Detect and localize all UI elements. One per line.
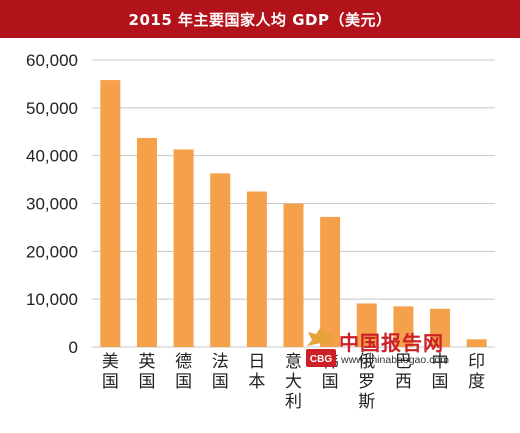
chart-area: 0 10,000 20,000 30,000 40,000 50,000 60,000 美国… [0, 38, 520, 433]
bar [356, 303, 377, 347]
bar [466, 339, 487, 347]
y-tick-label: 10,000 [26, 290, 78, 309]
chinabaogao-logo-icon: CBG [306, 327, 336, 367]
bar [320, 216, 341, 347]
watermark-url-text: www.chinabaogao.com [341, 354, 449, 366]
bar [210, 173, 231, 347]
watermark: CBG 中国报告网 www.chinabaogao.com [305, 325, 475, 375]
chart-title: 2015 年主要国家人均 GDP（美元） [0, 0, 520, 38]
y-tick-label: 0 [69, 338, 78, 357]
y-tick-label: 30,000 [26, 195, 78, 214]
x-tick-label: 印度 [468, 352, 485, 392]
bar-chart: 0 10,000 20,000 30,000 40,000 50,000 60,000 美国… [26, 51, 495, 412]
x-tick-label: 日本 [248, 352, 265, 392]
x-axis-ticks: 美国英国德国法国日本意大利韩国俄罗斯巴西中国印度 [102, 352, 485, 412]
y-tick-label: 50,000 [26, 99, 78, 118]
bar [136, 137, 157, 347]
y-axis-ticks: 0 10,000 20,000 30,000 40,000 50,000 60,000 [26, 51, 78, 357]
x-tick-label: 英国 [138, 352, 155, 392]
bar [246, 191, 267, 347]
bar [100, 80, 121, 347]
x-tick-label: 中国 [432, 352, 449, 392]
bar [393, 306, 414, 347]
x-tick-label: 俄罗斯 [358, 352, 375, 412]
x-tick-label: 法国 [212, 352, 229, 392]
y-tick-label: 40,000 [26, 147, 78, 166]
bar [283, 203, 304, 347]
logo-text: CBG [310, 354, 332, 365]
y-tick-label: 20,000 [26, 242, 78, 261]
x-tick-label: 美国 [102, 352, 119, 392]
x-tick-label: 巴西 [395, 352, 412, 392]
bar [430, 308, 451, 347]
bars [100, 80, 487, 347]
x-tick-label: 意大利 [285, 352, 302, 412]
watermark-cn-text: 中国报告网 [339, 331, 444, 355]
y-tick-label: 60,000 [26, 51, 78, 70]
x-tick-label: 德国 [175, 352, 192, 392]
bar [173, 149, 194, 347]
